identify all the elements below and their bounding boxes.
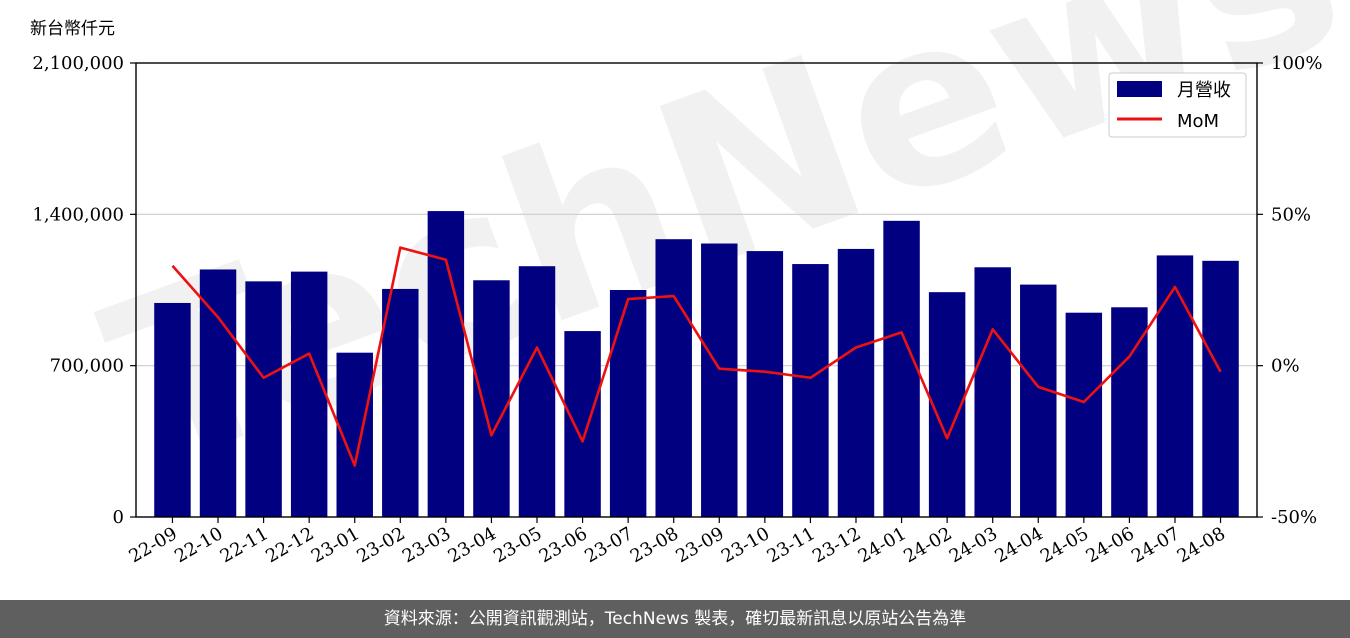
x-tick-label: 24-06 bbox=[1082, 523, 1137, 567]
x-tick-label: 22-09 bbox=[126, 523, 181, 567]
mom-line bbox=[171, 246, 1222, 467]
mom-line-series bbox=[171, 246, 1222, 467]
right-y-axis: -50% 0% 50% 100% bbox=[1257, 53, 1322, 528]
x-tick-label: 23-02 bbox=[353, 523, 408, 567]
bar bbox=[382, 288, 419, 517]
bar bbox=[1020, 284, 1057, 517]
bar bbox=[928, 292, 966, 517]
bar bbox=[792, 264, 829, 517]
x-tick-label: 23-01 bbox=[308, 523, 363, 567]
legend-bar-swatch bbox=[1117, 81, 1162, 97]
x-tick-label: 24-02 bbox=[900, 523, 955, 567]
x-tick-label: 24-08 bbox=[1174, 523, 1229, 567]
bar bbox=[473, 280, 510, 517]
x-tick-label: 22-12 bbox=[262, 523, 317, 567]
right-tick-label: 0% bbox=[1271, 356, 1300, 377]
left-y-axis: 0 700,000 1,400,000 2,100,000 bbox=[32, 53, 136, 528]
bar bbox=[154, 302, 191, 517]
x-tick-label: 22-11 bbox=[217, 523, 272, 567]
legend: 月營收 MoM bbox=[1108, 72, 1247, 138]
bar bbox=[199, 269, 237, 517]
legend-bar-label: 月營收 bbox=[1177, 80, 1231, 101]
footer-source-note: 資料來源：公開資訊觀測站，TechNews 製表，確切最新訊息以原站公告為準 bbox=[0, 600, 1350, 638]
x-tick-label: 23-06 bbox=[536, 523, 591, 567]
bar bbox=[245, 281, 282, 517]
bar-series bbox=[154, 211, 1239, 518]
x-tick-label: 23-07 bbox=[581, 523, 636, 567]
x-tick-label: 23-04 bbox=[445, 523, 500, 567]
x-tick-label: 24-01 bbox=[855, 523, 910, 567]
right-tick-label: 50% bbox=[1271, 204, 1311, 225]
legend-line-label: MoM bbox=[1177, 111, 1219, 132]
left-tick-label: 2,100,000 bbox=[32, 53, 124, 74]
x-tick-label: 22-10 bbox=[171, 523, 226, 567]
bar bbox=[518, 266, 556, 517]
x-tick-label: 24-07 bbox=[1128, 523, 1183, 567]
left-tick-label: 1,400,000 bbox=[32, 204, 124, 225]
bar bbox=[609, 290, 647, 517]
left-tick-label: 700,000 bbox=[50, 356, 124, 377]
bar bbox=[1111, 307, 1148, 517]
bar bbox=[290, 271, 328, 517]
x-tick-label: 23-03 bbox=[399, 523, 454, 567]
plot-frame bbox=[135, 62, 1258, 518]
x-tick-label: 23-12 bbox=[809, 523, 864, 567]
chart: TechNews 新台幣仟元 0700,0001,400,0002,100,00… bbox=[30, 0, 1350, 567]
x-tick-label: 23-11 bbox=[763, 523, 818, 567]
x-tick-label: 24-05 bbox=[1037, 523, 1092, 567]
bar bbox=[1202, 260, 1239, 517]
bar bbox=[1156, 255, 1194, 517]
x-tick-label: 23-08 bbox=[627, 523, 682, 567]
right-tick-label: 100% bbox=[1271, 53, 1322, 74]
bar bbox=[974, 267, 1011, 517]
y-axis-unit-label: 新台幣仟元 bbox=[30, 19, 115, 39]
bar bbox=[883, 220, 920, 518]
bar bbox=[655, 239, 692, 517]
bar bbox=[701, 243, 738, 517]
x-axis: 22-0922-1022-1122-1223-0123-0223-0323-04… bbox=[126, 517, 1229, 567]
bar bbox=[564, 331, 601, 517]
bar bbox=[1065, 312, 1103, 517]
x-tick-label: 24-03 bbox=[946, 523, 1001, 567]
right-tick-label: -50% bbox=[1271, 507, 1317, 528]
x-tick-label: 23-10 bbox=[718, 523, 773, 567]
x-tick-label: 23-05 bbox=[490, 523, 545, 567]
bar bbox=[746, 251, 784, 518]
bar bbox=[837, 248, 875, 517]
left-tick-label: 0 bbox=[113, 507, 124, 528]
x-tick-label: 24-04 bbox=[991, 523, 1046, 567]
x-tick-label: 23-09 bbox=[672, 523, 727, 567]
